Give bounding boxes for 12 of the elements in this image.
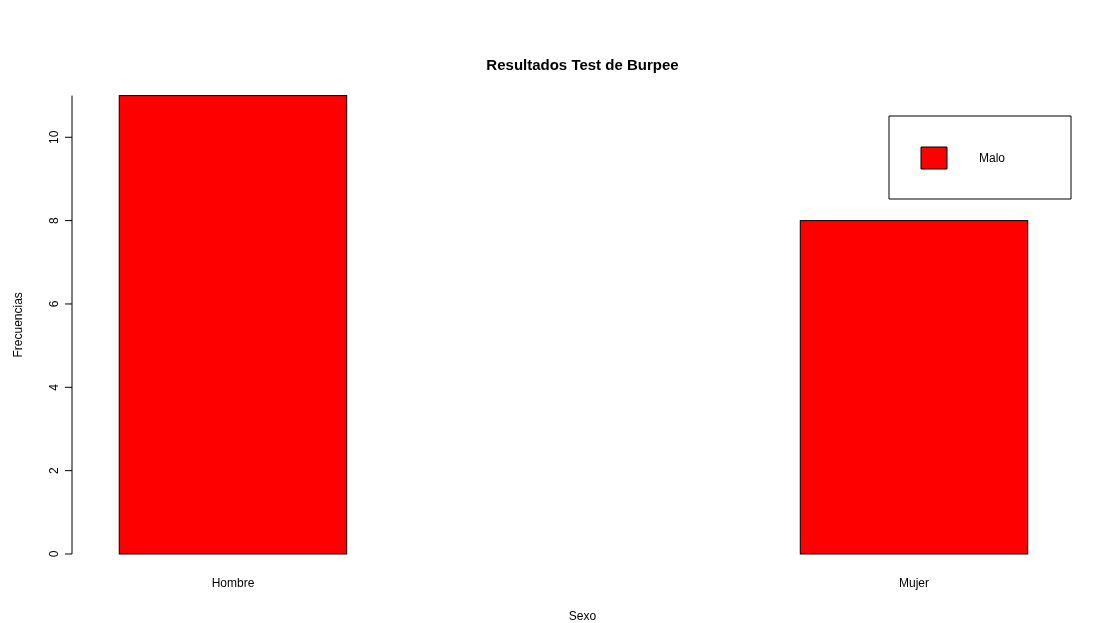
y-tick-label: 0 xyxy=(47,550,62,558)
y-tick-label: 10 xyxy=(47,130,62,144)
y-axis-title: Frecuencias xyxy=(11,292,25,358)
legend: Malo xyxy=(888,115,1072,200)
x-tick-label: Hombre xyxy=(211,576,255,590)
x-axis-title: Sexo xyxy=(568,609,597,623)
chart-title: Resultados Test de Burpee xyxy=(486,56,679,73)
x-tick-label: Mujer xyxy=(899,576,930,590)
y-tick-label: 2 xyxy=(47,467,62,474)
y-tick-label: 6 xyxy=(47,300,62,308)
y-tick-label: 8 xyxy=(47,216,62,224)
y-tick-label: 4 xyxy=(47,383,62,391)
